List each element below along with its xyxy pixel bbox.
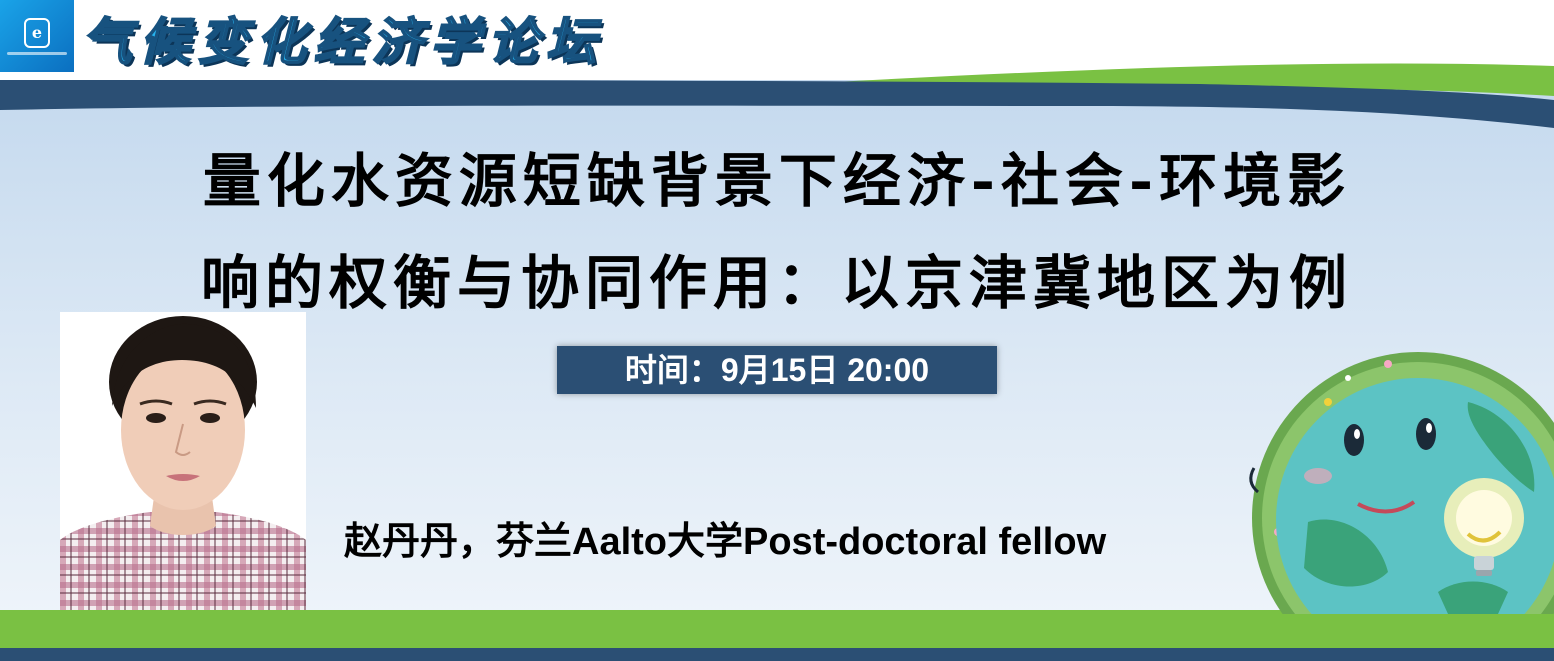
main-title-line-2: 响的权衡与协同作用：以京津冀地区为例: [200, 249, 1353, 317]
shield-e-logo-icon: e: [24, 17, 50, 48]
main-title: 量化水资源短缺背景下经济-社会-环境影 响的权衡与协同作用：以京津冀地区为例: [0, 130, 1554, 334]
time-badge: 时间：9月15日 20:00: [557, 346, 997, 394]
forum-logo: e: [0, 0, 74, 72]
main-title-line-1: 量化水资源短缺背景下经济-社会-环境影: [202, 147, 1352, 215]
smiling-earth-icon: [1238, 342, 1554, 614]
logo-caption-line: [7, 51, 67, 55]
forum-title: 气候变化经济学论坛: [81, 11, 604, 72]
speaker-portrait-icon: [60, 312, 306, 610]
speaker-name: 赵丹丹，芬兰Aalto大学Post-doctoral fellow: [344, 521, 1107, 563]
